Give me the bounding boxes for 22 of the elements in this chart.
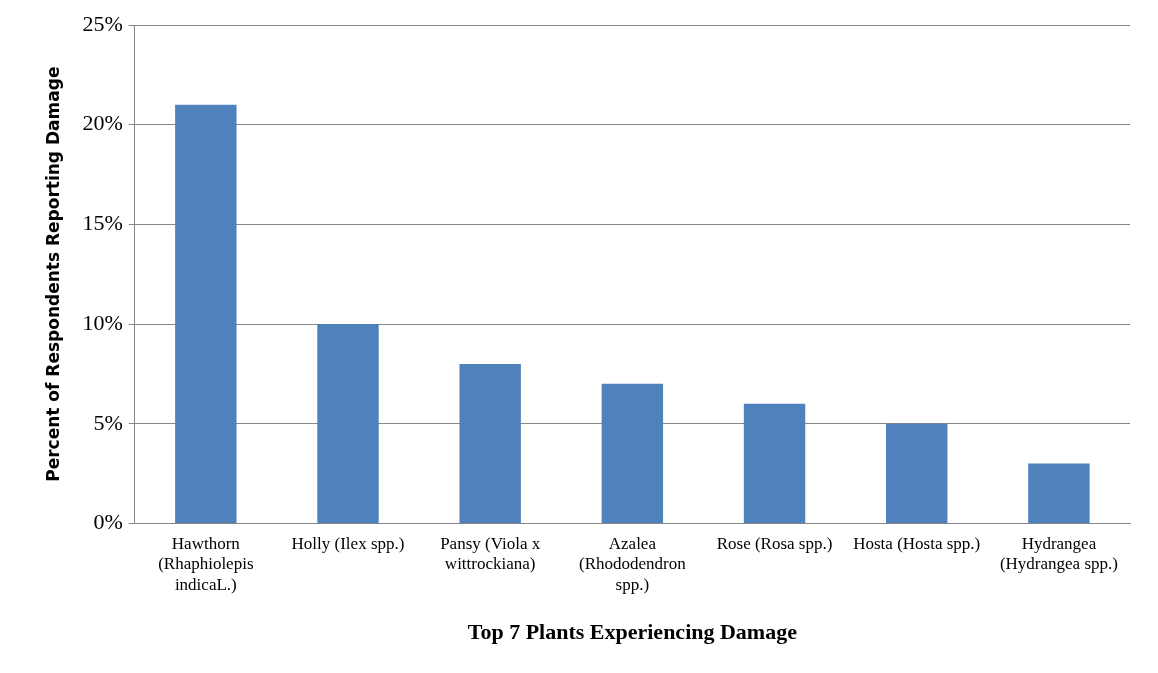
y-tick-label: 10% <box>82 309 123 335</box>
x-tick-label: Rose (Rosa spp.) <box>716 534 833 554</box>
bar <box>1028 463 1090 523</box>
x-axis-title: Top 7 Plants Experiencing Damage <box>467 619 798 645</box>
y-tick-label: 25% <box>82 10 123 36</box>
bar <box>886 423 948 523</box>
x-tick-label: Hosta (Hosta spp.) <box>853 534 981 554</box>
bar <box>317 324 379 523</box>
y-tick-label: 15% <box>82 210 123 236</box>
y-axis-title: Percent of Respondents Reporting Damage <box>42 66 63 482</box>
x-tick-label: Hawthorn (Rhaphiolepis indicaL.) <box>158 534 254 594</box>
bar <box>459 363 521 523</box>
bar <box>175 104 237 523</box>
bar <box>743 403 806 523</box>
x-tick-label: Hydrangea (Hydrangea spp.) <box>999 534 1118 574</box>
y-tick-label: 5% <box>93 409 123 435</box>
x-tick-label: Pansy (Viola x wittrockiana) <box>440 534 541 574</box>
y-tick-label: 0% <box>93 509 123 535</box>
y-tick-label: 20% <box>82 110 123 136</box>
x-tick-label: Holly (Ilex spp.) <box>291 534 405 554</box>
x-tick-label: Azalea (Rhododendron spp.) <box>579 534 687 594</box>
bar <box>601 383 664 523</box>
